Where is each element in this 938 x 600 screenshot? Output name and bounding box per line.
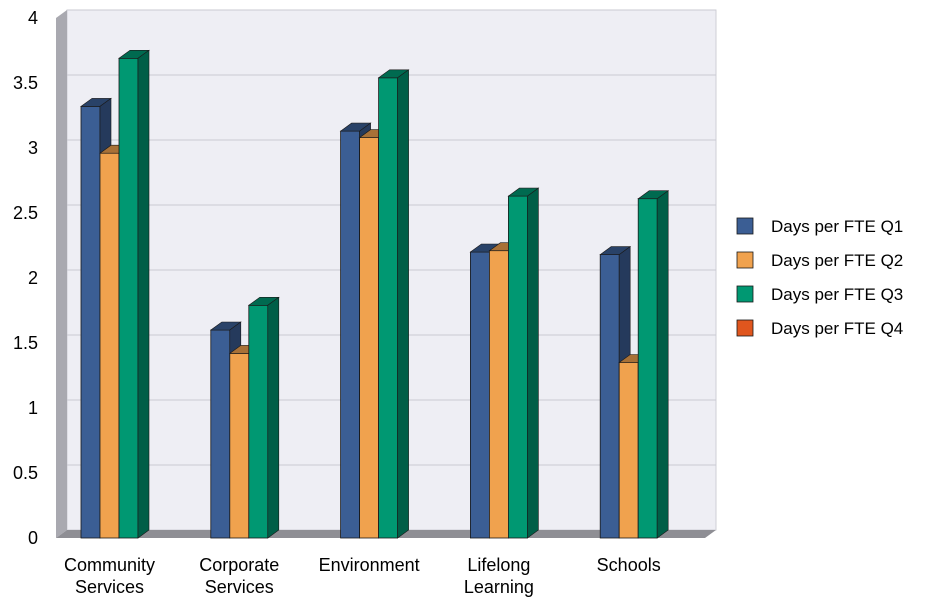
y-tick-label: 0.5 bbox=[13, 463, 38, 483]
bar-front bbox=[488, 250, 509, 539]
y-tick-label: 2 bbox=[28, 268, 38, 288]
legend-swatch bbox=[736, 251, 754, 269]
bar-front bbox=[378, 77, 399, 539]
side-wall bbox=[56, 10, 67, 538]
bar-front bbox=[99, 152, 120, 539]
bar-side bbox=[656, 190, 669, 539]
bar-front bbox=[359, 137, 380, 539]
bar-front bbox=[210, 329, 231, 539]
bar-front bbox=[229, 352, 250, 539]
legend-item: Days per FTE Q2 bbox=[736, 251, 903, 270]
y-tick-label: 1.5 bbox=[13, 333, 38, 353]
y-tick-label: 3.5 bbox=[13, 73, 38, 93]
x-category-label: Community Services bbox=[64, 555, 155, 597]
y-tick-label: 4 bbox=[28, 8, 38, 28]
bar-front bbox=[118, 57, 139, 539]
bar-front bbox=[248, 304, 269, 539]
bar bbox=[247, 296, 280, 539]
y-tick-label: 0 bbox=[28, 528, 38, 548]
legend-item: Days per FTE Q4 bbox=[736, 319, 903, 338]
bar-front bbox=[507, 195, 528, 539]
bar-side bbox=[527, 187, 539, 539]
x-category-label: Corporate Services bbox=[199, 555, 279, 597]
bar-front bbox=[599, 254, 620, 539]
legend-swatch bbox=[736, 217, 754, 235]
bar-side bbox=[267, 296, 280, 539]
y-axis-ticks: 4 3.5 3 2.5 2 1.5 1 0.5 0 bbox=[13, 8, 38, 548]
bar-front bbox=[80, 106, 101, 539]
x-category-label: Environment bbox=[319, 555, 420, 575]
y-tick-label: 3 bbox=[28, 138, 38, 158]
legend-item: Days per FTE Q3 bbox=[736, 285, 903, 304]
bar-front bbox=[340, 130, 361, 539]
bar-front bbox=[618, 362, 639, 539]
bars bbox=[80, 49, 670, 539]
x-category-label: Lifelong Learning bbox=[464, 555, 534, 597]
x-category-label: Schools bbox=[597, 555, 661, 575]
bar-side bbox=[137, 49, 150, 539]
legend-item: Days per FTE Q1 bbox=[736, 217, 903, 236]
bar bbox=[507, 187, 540, 539]
legend-label: Days per FTE Q2 bbox=[771, 251, 903, 270]
legend: Days per FTE Q1 Days per FTE Q2 Days per F… bbox=[736, 217, 903, 338]
legend-swatch bbox=[736, 319, 754, 337]
legend-label: Days per FTE Q1 bbox=[771, 217, 903, 236]
legend-label: Days per FTE Q4 bbox=[771, 319, 903, 338]
bar-front bbox=[637, 198, 658, 539]
bar bbox=[637, 190, 670, 539]
legend-label: Days per FTE Q3 bbox=[771, 285, 903, 304]
y-tick-label: 1 bbox=[28, 398, 38, 418]
y-tick-label: 2.5 bbox=[13, 203, 38, 223]
bar bbox=[377, 69, 410, 539]
x-axis-categories: Community Services Corporate Services Enviro… bbox=[64, 555, 661, 597]
bar-front bbox=[469, 251, 490, 539]
legend-swatch bbox=[736, 285, 754, 303]
bar-side bbox=[397, 69, 409, 539]
bar bbox=[118, 49, 150, 539]
